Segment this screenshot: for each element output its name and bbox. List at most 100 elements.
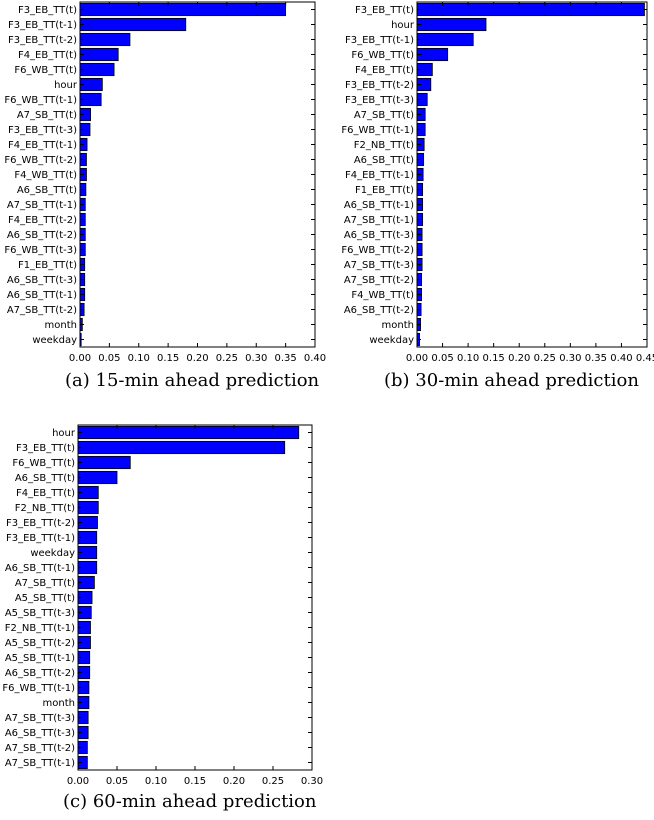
x-tick-label: 0.35: [585, 353, 607, 364]
category-label: F3_EB_TT(t): [18, 5, 77, 16]
x-tick-label: 0.10: [128, 353, 150, 364]
bar: [77, 455, 131, 470]
category-label: A7_SB_TT(t-2): [5, 743, 75, 754]
category-label: A7_SB_TT(t): [354, 110, 414, 121]
category-label: A6_SB_TT(t-2): [5, 668, 75, 679]
category-label: weekday: [369, 335, 414, 346]
category-label: A7_SB_TT(t-3): [344, 260, 414, 271]
x-tick-label: 0.40: [304, 353, 326, 364]
category-label: F4_EB_TT(t-1): [8, 140, 77, 151]
category-label: A7_SB_TT(t-2): [7, 305, 77, 316]
bar: [79, 32, 131, 47]
category-label: F4_EB_TT(t): [355, 65, 414, 76]
bar: [416, 2, 645, 17]
category-label: F6_WB_TT(t): [14, 65, 77, 76]
category-label: hour: [54, 80, 78, 91]
x-tick-label: 0.30: [559, 353, 581, 364]
x-tick-label: 0.10: [457, 353, 479, 364]
bar: [77, 440, 286, 455]
category-label: A6_SB_TT(t-1): [5, 563, 75, 574]
category-label: A7_SB_TT(t-2): [344, 275, 414, 286]
bar: [79, 2, 287, 17]
caption-60min: (c) 60-min ahead prediction: [63, 791, 317, 812]
x-tick-label: 0.00: [406, 353, 428, 364]
category-label: A5_SB_TT(t-1): [5, 653, 75, 664]
x-tick-label: 0.45: [636, 353, 654, 364]
category-label: hour: [391, 20, 415, 31]
chart-panel-60min: hour F3_EB_TT(t) F6_WB_TT(t) A6_SB_TT(t) F4_…: [0, 420, 330, 820]
category-label: F6_WB_TT(t-1): [4, 95, 77, 106]
category-label: A5_SB_TT(t-2): [5, 638, 75, 649]
category-label: F6_WB_TT(t): [12, 458, 75, 469]
category-label: F6_WB_TT(t-2): [4, 155, 77, 166]
category-label: F4_EB_TT(t-2): [8, 215, 77, 226]
category-label: F3_EB_TT(t-1): [345, 35, 414, 46]
chart-30min: F3_EB_TT(t)hour F3_EB_TT(t-1) F6_WB_TT(t) F…: [341, 1, 654, 364]
category-label: F3_EB_TT(t-1): [8, 20, 77, 31]
bar: [79, 47, 119, 62]
category-label: weekday: [30, 548, 75, 559]
category-label: F1_EB_TT(t): [355, 185, 414, 196]
category-label: month: [43, 698, 75, 709]
category-label: A6_SB_TT(t-1): [7, 290, 77, 301]
category-label: A5_SB_TT(t-3): [5, 608, 75, 619]
x-tick-label: 0.05: [106, 776, 128, 787]
category-label: F3_EB_TT(t): [16, 443, 75, 454]
category-label: F6_WB_TT(t): [351, 50, 414, 61]
x-tick-label: 0.05: [98, 353, 120, 364]
category-label: F2_NB_TT(t): [354, 140, 414, 151]
category-label: F6_WB_TT(t-2): [341, 245, 414, 256]
chart-60min: hour F3_EB_TT(t) F6_WB_TT(t) A6_SB_TT(t) F4_…: [2, 424, 323, 787]
category-label: F3_EB_TT(t-1): [6, 533, 75, 544]
category-label: F3_EB_TT(t): [355, 5, 414, 16]
category-label: A6_SB_TT(t-3): [7, 275, 77, 286]
category-label: F3_EB_TT(t-2): [8, 35, 77, 46]
category-label: A7_SB_TT(t-1): [344, 215, 414, 226]
category-label: A6_SB_TT(t-3): [5, 728, 75, 739]
category-label: A7_SB_TT(t): [15, 578, 75, 589]
x-tick-label: 0.15: [157, 353, 179, 364]
bar: [77, 425, 300, 440]
bar: [416, 17, 487, 32]
category-label: F3_EB_TT(t-2): [6, 518, 75, 529]
category-label: A6_SB_TT(t-3): [344, 230, 414, 241]
x-tick-label: 0.05: [431, 353, 453, 364]
x-tick-label: 0.35: [274, 353, 296, 364]
x-tick-label: 0.00: [67, 776, 89, 787]
x-tick-label: 0.20: [186, 353, 208, 364]
x-tick-label: 0.10: [145, 776, 167, 787]
category-label: A6_SB_TT(t): [17, 185, 77, 196]
category-label: F4_EB_TT(t): [18, 50, 77, 61]
x-tick-label: 0.40: [610, 353, 632, 364]
category-label: F4_EB_TT(t-1): [345, 170, 414, 181]
category-label: F1_EB_TT(t): [18, 260, 77, 271]
category-label: A7_SB_TT(t-3): [5, 713, 75, 724]
caption-30min: (b) 30-min ahead prediction: [384, 370, 639, 391]
bar: [77, 470, 118, 485]
x-tick-label: 0.15: [184, 776, 206, 787]
chart-panel-15min: F3_EB_TT(t) F3_EB_TT(t-1) F3_EB_TT(t-2) F4_…: [0, 0, 330, 400]
chart-panel-30min: F3_EB_TT(t)hour F3_EB_TT(t-1) F6_WB_TT(t) F…: [330, 0, 654, 400]
bar: [79, 62, 115, 77]
category-label: F4_EB_TT(t): [16, 488, 75, 499]
x-tick-label: 0.15: [483, 353, 505, 364]
x-tick-label: 0.20: [223, 776, 245, 787]
category-label: A6_SB_TT(t-2): [7, 230, 77, 241]
x-tick-label: 0.25: [534, 353, 556, 364]
category-label: A7_SB_TT(t): [17, 110, 77, 121]
category-label: F2_NB_TT(t): [15, 503, 75, 514]
x-tick-label: 0.25: [262, 776, 284, 787]
caption-15min: (a) 15-min ahead prediction: [65, 370, 320, 391]
category-label: weekday: [32, 335, 77, 346]
category-label: month: [382, 320, 414, 331]
category-label: F6_WB_TT(t-1): [2, 683, 75, 694]
category-label: A6_SB_TT(t-1): [344, 200, 414, 211]
category-label: month: [45, 320, 77, 331]
category-label: A6_SB_TT(t-2): [344, 305, 414, 316]
x-tick-label: 0.00: [69, 353, 91, 364]
category-label: F3_EB_TT(t-3): [345, 95, 414, 106]
bar: [416, 32, 474, 47]
bar: [416, 47, 449, 62]
bar: [79, 17, 187, 32]
category-label: A6_SB_TT(t): [354, 155, 414, 166]
